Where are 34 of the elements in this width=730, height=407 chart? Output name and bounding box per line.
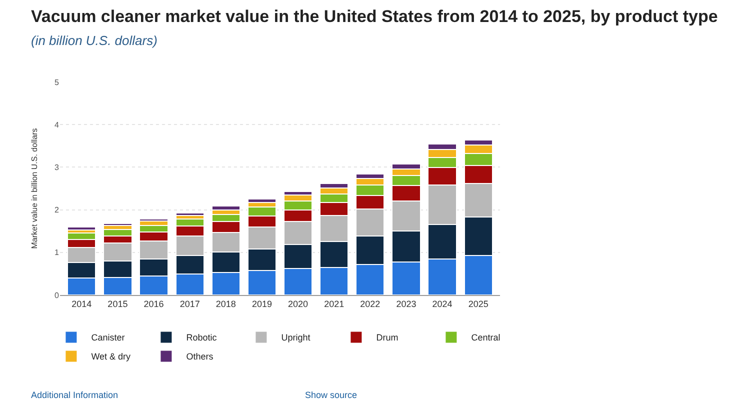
x-tick-label: 2020 — [288, 298, 308, 309]
x-tick-label: 2019 — [252, 298, 272, 309]
legend-label: Upright — [281, 332, 311, 343]
y-tick-label: 2 — [54, 206, 60, 215]
x-tick-label: 2022 — [360, 298, 380, 309]
y-tick-label: 4 — [54, 120, 60, 130]
legend-label: Drum — [376, 332, 398, 343]
bar — [247, 198, 277, 204]
legend-label: Wet & dry — [91, 352, 132, 362]
x-tick-label: 2016 — [144, 298, 164, 309]
legend-label: Others — [186, 352, 214, 362]
x-tick-label: 2023 — [396, 298, 416, 309]
x-tick-label: 2021 — [324, 298, 344, 309]
y-axis-title: Market value in billion U.S. dollars — [30, 128, 40, 249]
x-tick-label: 2017 — [180, 298, 200, 309]
chart-title: Vacuum cleaner market value in the United States from 2014 to 2025, by product type — [31, 7, 718, 26]
x-tick-label: 2015 — [108, 298, 128, 309]
y-tick-label: 3 — [54, 163, 60, 172]
text: Additional Information — [31, 390, 118, 400]
legend-label: Central — [471, 332, 500, 343]
y-tick-label: 0 — [54, 290, 60, 300]
x-tick-label: 2025 — [468, 298, 488, 309]
bar — [103, 222, 132, 226]
x-tick-label: 2018 — [216, 298, 236, 309]
chart-subtitle: (in billion U.S. dollars) — [31, 33, 158, 48]
legend-label: Robotic — [186, 332, 218, 343]
bar — [175, 212, 204, 216]
y-tick-label: 1 — [54, 248, 60, 258]
x-tick-label: 2024 — [432, 298, 452, 309]
bar — [67, 226, 96, 230]
text: Show source — [305, 390, 358, 400]
legend-label: Canister — [91, 332, 125, 343]
y-tick-label: 5 — [54, 78, 60, 87]
x-tick-label: 2014 — [72, 298, 92, 309]
